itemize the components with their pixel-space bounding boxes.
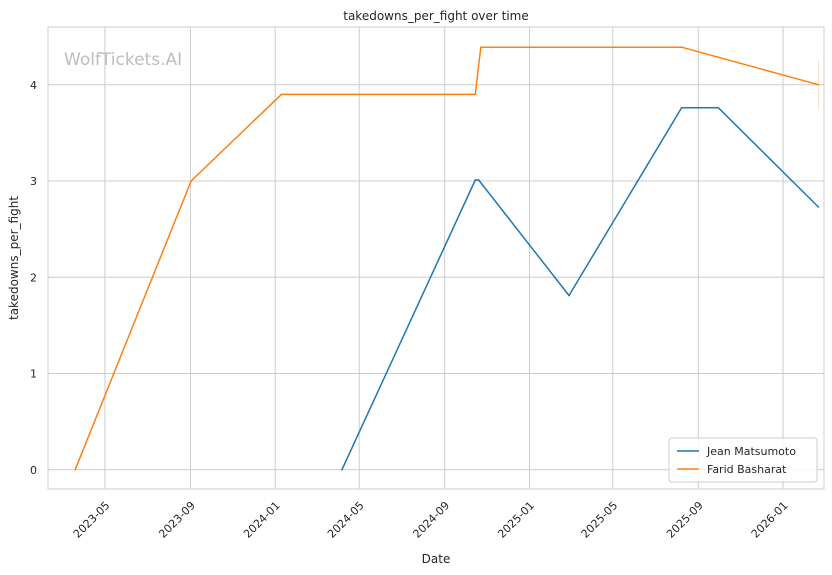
data-point — [817, 83, 820, 86]
y-tick-label: 0 — [30, 464, 37, 477]
data-point — [568, 294, 570, 297]
legend-label: Jean Matsumoto — [706, 445, 796, 458]
plot-frame — [47, 26, 825, 490]
y-tick-label: 1 — [30, 368, 37, 381]
series-layer — [74, 46, 820, 471]
legend: Jean Matsumoto Farid Basharat — [668, 437, 818, 483]
data-point — [680, 107, 683, 109]
data-point — [74, 468, 76, 471]
data-point — [817, 206, 820, 208]
y-axis-title: takedowns_per_fight — [7, 196, 21, 320]
data-point — [190, 180, 192, 182]
watermark: WolfTickets.AI — [64, 50, 182, 70]
legend-label: Farid Basharat — [707, 463, 787, 476]
data-point — [717, 107, 720, 109]
data-point — [474, 179, 477, 181]
y-tick-label: 2 — [30, 271, 37, 284]
data-point — [341, 468, 343, 471]
data-point — [477, 179, 480, 181]
data-point — [280, 93, 283, 96]
x-gridlines — [104, 27, 784, 489]
chart-title: takedowns_per_fight over time — [343, 9, 529, 23]
data-point — [680, 46, 683, 49]
y-tick-labels: 0 1 2 3 4 — [30, 79, 37, 477]
y-tick-label: 4 — [30, 79, 37, 92]
data-point — [480, 46, 482, 49]
x-axis-title: Date — [422, 552, 451, 566]
legend-box — [668, 437, 818, 483]
data-point — [474, 93, 477, 96]
y-tick-label: 3 — [30, 175, 37, 188]
